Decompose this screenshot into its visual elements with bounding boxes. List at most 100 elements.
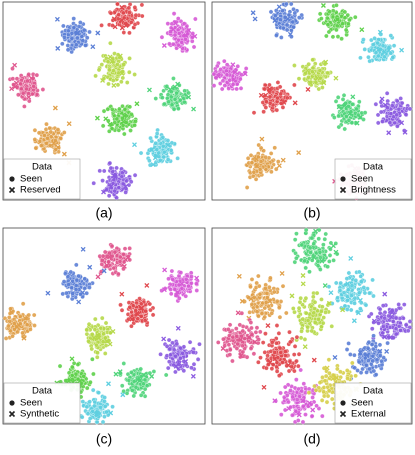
point (314, 403, 319, 409)
point (119, 308, 125, 313)
point (385, 340, 390, 346)
point (100, 253, 106, 259)
point (256, 273, 261, 279)
point (248, 284, 253, 290)
point (311, 294, 316, 300)
point (267, 94, 273, 100)
point (274, 323, 280, 328)
cross-point (55, 45, 61, 51)
point (310, 69, 315, 75)
point (131, 393, 137, 399)
point (65, 274, 71, 279)
point (296, 314, 301, 319)
point (30, 72, 36, 77)
point (340, 97, 346, 102)
point (342, 9, 348, 15)
point (256, 337, 261, 342)
point (147, 158, 152, 164)
point (92, 327, 98, 332)
legend-label: Seen (351, 398, 373, 409)
point (280, 25, 286, 31)
point (375, 112, 381, 118)
point (349, 283, 355, 289)
point (197, 341, 202, 347)
panel-caption: (b) (303, 205, 320, 221)
point (267, 284, 272, 290)
point (389, 103, 395, 108)
point (393, 331, 399, 337)
point (380, 43, 386, 49)
point (169, 21, 175, 27)
point (268, 349, 274, 354)
point (87, 285, 92, 290)
point (263, 105, 269, 110)
point (306, 75, 311, 80)
point (294, 377, 299, 382)
point (28, 327, 33, 332)
point (33, 145, 39, 151)
point (31, 312, 37, 318)
point (121, 10, 126, 16)
cluster (54, 16, 101, 55)
point (101, 108, 107, 114)
point (169, 140, 175, 146)
point (73, 371, 79, 377)
point (79, 34, 85, 39)
point (335, 366, 340, 372)
legend-marker (9, 400, 15, 406)
point (299, 388, 305, 394)
point (382, 315, 387, 321)
point (272, 350, 277, 355)
point (87, 29, 92, 35)
point (280, 8, 285, 13)
point (248, 346, 254, 351)
point (334, 23, 340, 29)
point (298, 335, 304, 341)
point (312, 383, 317, 389)
point (129, 112, 134, 117)
point (331, 258, 336, 263)
point (303, 412, 308, 417)
point (58, 136, 63, 141)
point (86, 321, 92, 327)
point (111, 68, 116, 73)
point (280, 360, 285, 365)
point (316, 86, 322, 92)
point (393, 315, 399, 321)
point (319, 309, 324, 314)
point (296, 351, 302, 357)
point (324, 33, 329, 39)
point (310, 395, 315, 400)
point (326, 29, 332, 35)
point (173, 369, 178, 375)
point (367, 366, 372, 372)
point (100, 178, 105, 183)
cross-point (123, 23, 129, 28)
point (276, 159, 281, 164)
cross-point (119, 17, 125, 23)
point (230, 82, 236, 87)
point (290, 412, 295, 418)
point (171, 347, 177, 353)
point (173, 353, 178, 359)
point (325, 22, 331, 27)
point (94, 354, 100, 360)
point (48, 129, 54, 135)
point (166, 337, 172, 343)
point (84, 331, 90, 337)
point (277, 84, 283, 90)
cluster (7, 62, 46, 109)
point (119, 383, 125, 389)
point (269, 169, 274, 175)
point (302, 258, 307, 264)
point (93, 73, 98, 79)
point (300, 419, 306, 425)
point (309, 328, 315, 334)
point (345, 298, 350, 303)
point (303, 227, 309, 233)
point (139, 2, 145, 8)
point (286, 399, 291, 405)
point (303, 295, 309, 301)
